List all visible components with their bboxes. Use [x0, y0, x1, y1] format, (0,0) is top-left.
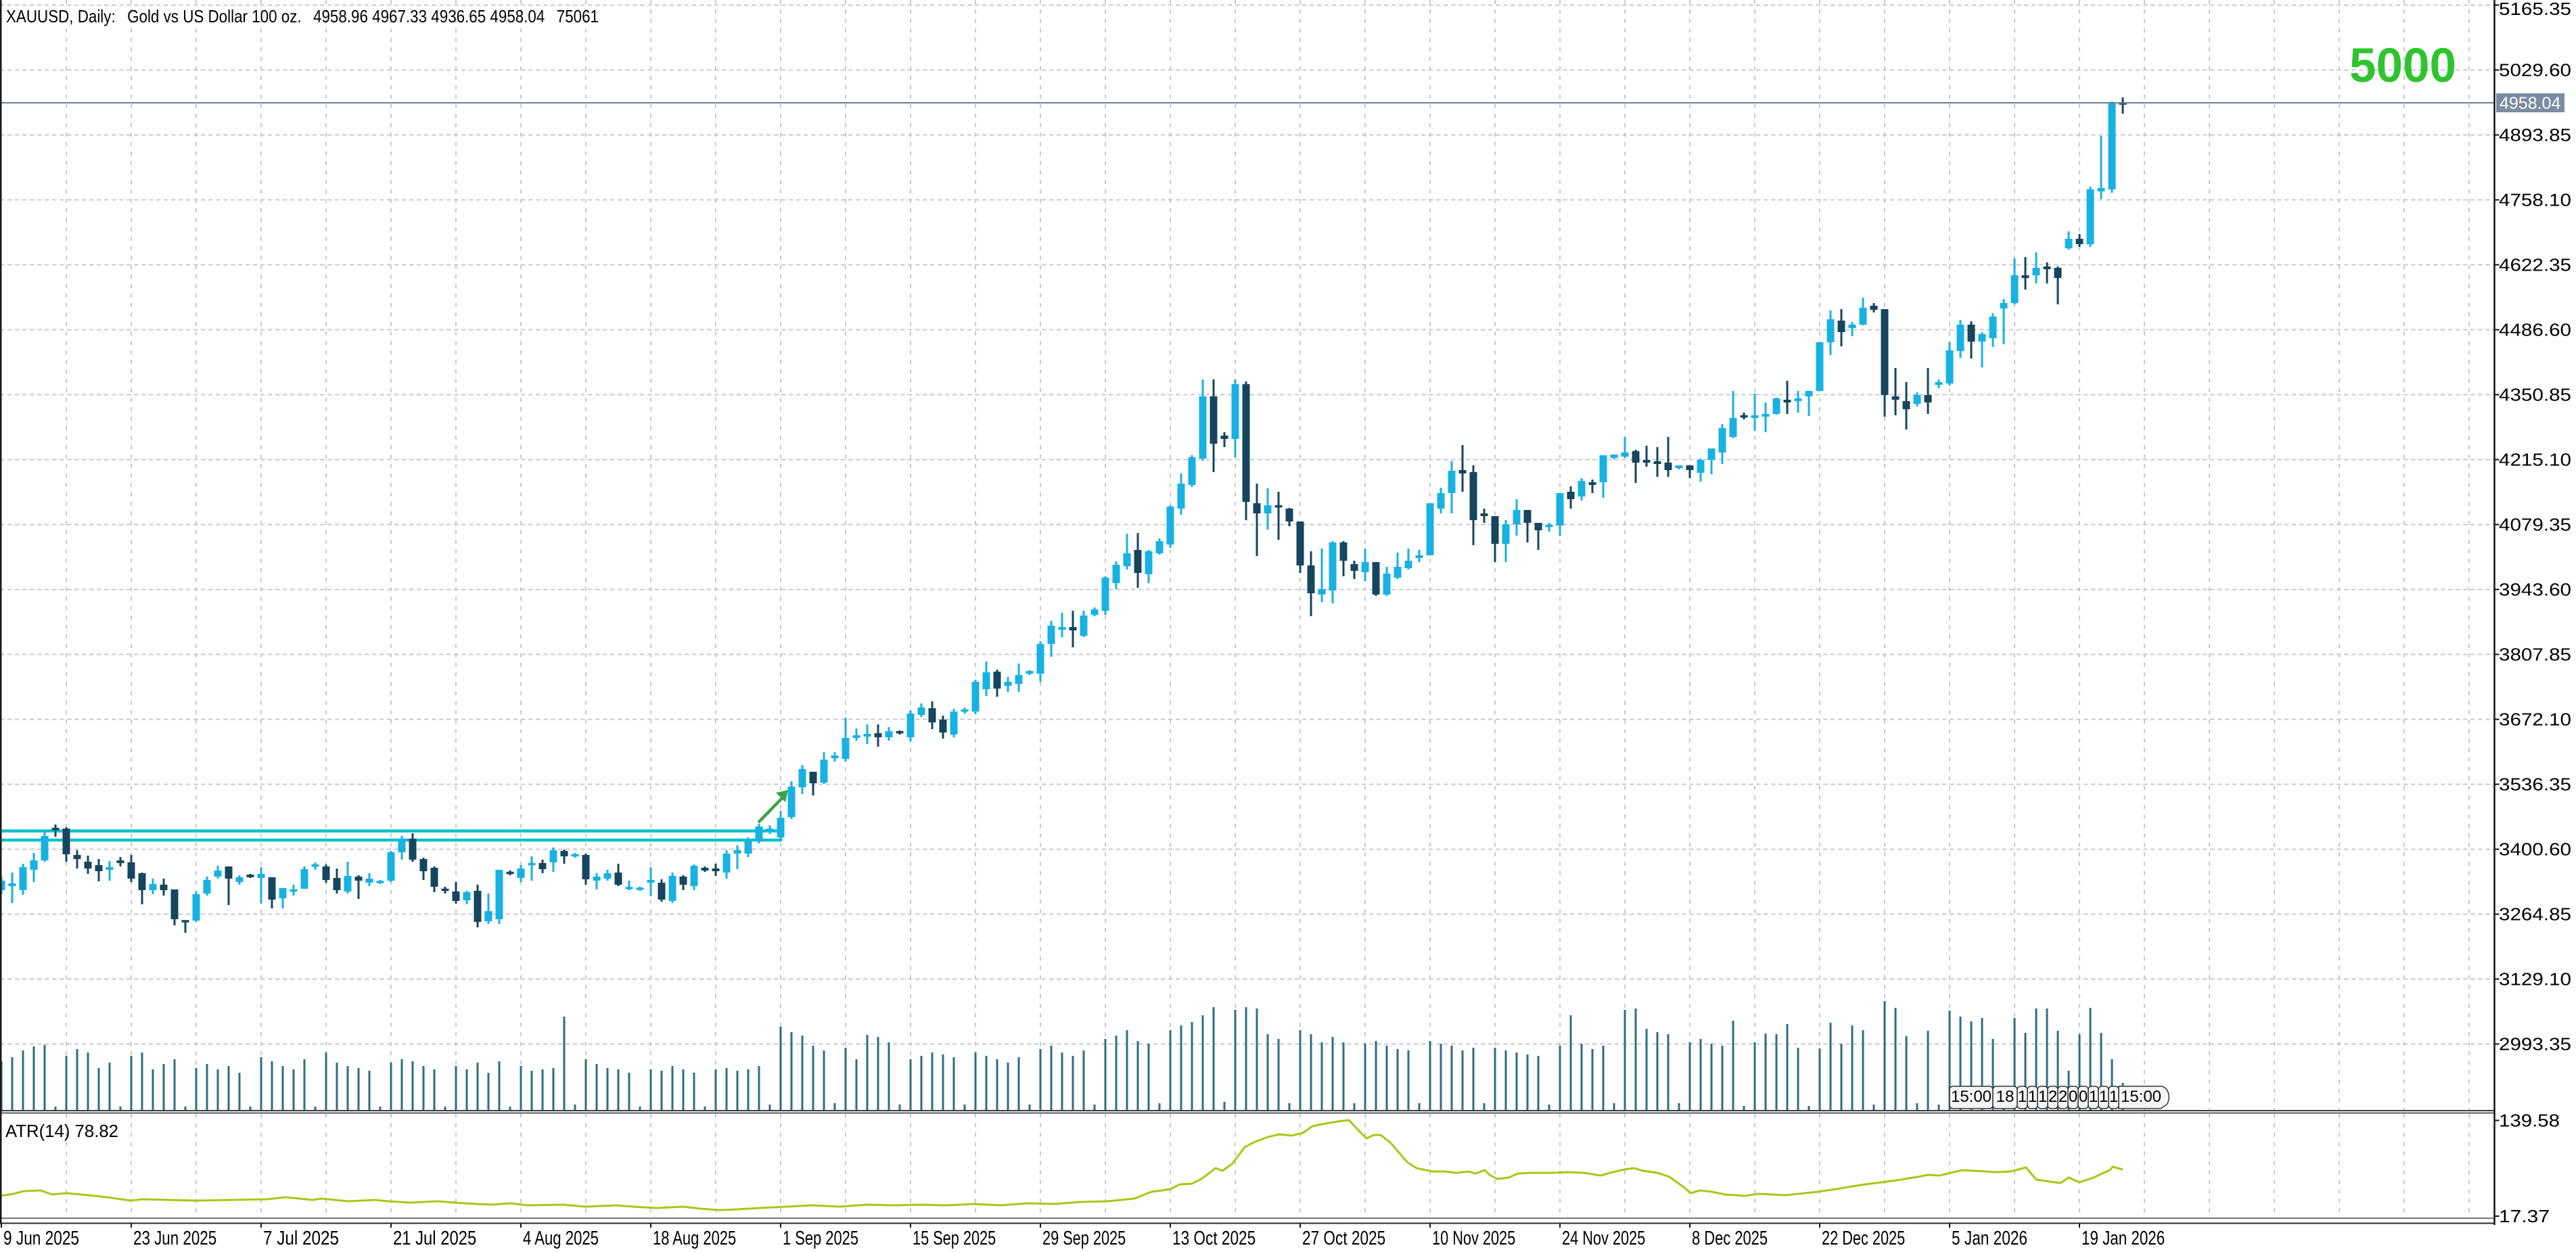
- svg-text:4893.85: 4893.85: [2499, 125, 2571, 145]
- svg-text:13 Oct 2025: 13 Oct 2025: [1172, 1228, 1256, 1249]
- svg-text:4486.60: 4486.60: [2499, 320, 2571, 340]
- svg-text:15:00: 15:00: [1951, 1088, 1992, 1106]
- svg-text:3672.10: 3672.10: [2499, 710, 2571, 730]
- svg-text:18: 18: [1996, 1088, 2015, 1106]
- svg-text:3807.85: 3807.85: [2499, 645, 2571, 665]
- svg-text:0: 0: [2079, 1088, 2088, 1106]
- svg-text:2: 2: [2058, 1088, 2067, 1106]
- svg-text:1 Sep 2025: 1 Sep 2025: [783, 1228, 858, 1249]
- svg-text:15 Sep 2025: 15 Sep 2025: [913, 1228, 996, 1249]
- svg-text:1: 1: [2089, 1088, 2098, 1106]
- svg-text:2: 2: [2048, 1088, 2057, 1106]
- svg-text:4350.85: 4350.85: [2499, 385, 2571, 405]
- svg-text:24 Nov 2025: 24 Nov 2025: [1562, 1228, 1645, 1249]
- svg-text:10 Nov 2025: 10 Nov 2025: [1432, 1228, 1515, 1249]
- svg-text:22 Dec 2025: 22 Dec 2025: [1822, 1228, 1905, 1249]
- svg-text:18 Aug 2025: 18 Aug 2025: [653, 1228, 736, 1249]
- svg-text:29 Sep 2025: 29 Sep 2025: [1042, 1228, 1126, 1249]
- svg-text:0: 0: [2069, 1088, 2077, 1106]
- svg-text:9 Jun 2025: 9 Jun 2025: [3, 1228, 79, 1249]
- svg-text:5000: 5000: [2349, 39, 2456, 93]
- svg-text:21 Jul 2025: 21 Jul 2025: [393, 1228, 476, 1249]
- svg-text:5029.60: 5029.60: [2499, 60, 2571, 80]
- svg-text:3129.10: 3129.10: [2499, 969, 2571, 990]
- svg-text:4622.35: 4622.35: [2499, 255, 2571, 275]
- svg-text:15:00: 15:00: [2121, 1088, 2161, 1106]
- svg-text:1: 1: [2038, 1088, 2047, 1106]
- svg-text:4215.10: 4215.10: [2499, 450, 2571, 470]
- svg-text:3536.35: 3536.35: [2499, 774, 2571, 795]
- svg-text:4079.35: 4079.35: [2499, 515, 2571, 535]
- svg-text:27 Oct 2025: 27 Oct 2025: [1302, 1228, 1385, 1249]
- svg-text:5165.35: 5165.35: [2499, 0, 2571, 19]
- svg-text:ATR(14) 78.82: ATR(14) 78.82: [5, 1121, 118, 1141]
- svg-text:1: 1: [2028, 1088, 2037, 1106]
- svg-text:8 Dec 2025: 8 Dec 2025: [1692, 1228, 1768, 1249]
- svg-text:1: 1: [2099, 1088, 2108, 1106]
- svg-text:XAUUSD, Daily: Gold vs US Dol: XAUUSD, Daily: Gold vs US Dollar 100 oz.…: [6, 6, 599, 26]
- svg-text:5 Jan 2026: 5 Jan 2026: [1952, 1228, 2027, 1249]
- svg-text:7 Jul 2025: 7 Jul 2025: [263, 1228, 339, 1249]
- svg-text:139.58: 139.58: [2499, 1111, 2560, 1131]
- svg-text:3943.60: 3943.60: [2499, 580, 2571, 600]
- svg-text:4 Aug 2025: 4 Aug 2025: [523, 1228, 599, 1249]
- svg-text:4958.04: 4958.04: [2500, 94, 2560, 113]
- svg-text:3400.60: 3400.60: [2499, 839, 2571, 860]
- svg-text:17.37: 17.37: [2499, 1206, 2550, 1226]
- svg-text:1: 1: [2109, 1088, 2118, 1106]
- svg-text:19 Jan 2026: 19 Jan 2026: [2082, 1228, 2165, 1249]
- svg-text:1: 1: [2018, 1088, 2027, 1106]
- svg-text:23 Jun 2025: 23 Jun 2025: [133, 1228, 216, 1249]
- svg-text:3264.85: 3264.85: [2499, 904, 2571, 925]
- svg-text:2993.35: 2993.35: [2499, 1034, 2571, 1054]
- svg-text:4758.10: 4758.10: [2499, 190, 2571, 210]
